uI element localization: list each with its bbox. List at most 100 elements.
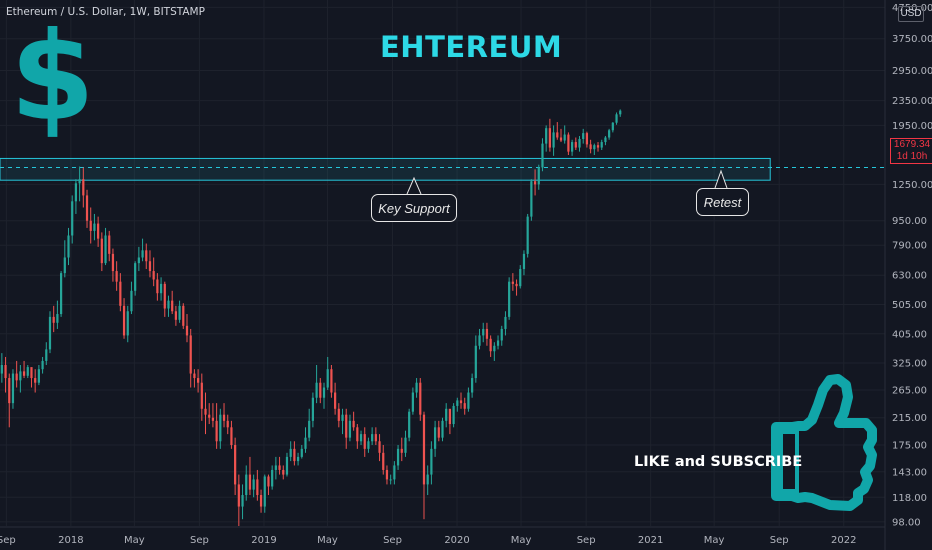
candle-body: [48, 316, 52, 350]
like-subscribe-text: LIKE and SUBSCRIBE: [634, 454, 803, 470]
candle-body: [126, 311, 129, 336]
candle-body: [378, 441, 381, 453]
candle-body: [15, 373, 18, 381]
candle-body: [393, 465, 396, 480]
candle-body: [89, 220, 92, 231]
candle-body: [171, 300, 174, 312]
chart-title-annotation: EHTEREUM: [380, 30, 563, 64]
y-tick-label: 1950.00: [892, 121, 932, 132]
chart-grid: [0, 0, 885, 526]
candle-body: [604, 137, 607, 143]
y-tick-label: 950.00: [892, 216, 927, 227]
candle-body: [508, 281, 511, 317]
x-tick-label: May: [317, 535, 338, 546]
candle-body: [4, 365, 7, 379]
candle-body: [363, 434, 366, 449]
candle-body: [278, 465, 281, 470]
candle-body: [563, 134, 566, 141]
x-tick-label: Sep: [0, 535, 16, 546]
candle-body: [574, 142, 577, 148]
candle-body: [308, 420, 311, 438]
currency-button[interactable]: USD: [898, 6, 924, 22]
candle-body: [137, 257, 140, 264]
candle-body: [456, 400, 459, 406]
candle-body: [330, 369, 333, 393]
x-tick-label: Sep: [770, 535, 789, 546]
candle-body: [593, 145, 596, 150]
candle-body: [582, 133, 585, 140]
candle-body: [22, 371, 26, 376]
candle-body: [478, 335, 481, 346]
candle-body: [589, 144, 592, 150]
candle-body: [352, 420, 355, 428]
candle-body: [493, 345, 496, 352]
x-tick-label: 2020: [444, 535, 469, 546]
candle-body: [615, 114, 618, 123]
candle-body: [63, 257, 66, 274]
x-tick-label: 2019: [251, 535, 276, 546]
candle-body: [367, 441, 370, 449]
candle-body: [619, 110, 622, 115]
candle-body: [182, 305, 185, 326]
candle-body: [608, 130, 611, 138]
x-tick-label: 2018: [58, 535, 83, 546]
candle-body: [148, 261, 152, 272]
candle-body: [600, 142, 603, 148]
candle-body: [230, 427, 233, 446]
candle-body: [552, 132, 555, 148]
candle-body: [11, 373, 15, 404]
candle-body: [570, 142, 574, 152]
candle-body: [326, 369, 329, 388]
candle-body: [515, 283, 518, 287]
candle-body: [159, 283, 163, 294]
candle-body: [359, 434, 363, 442]
candle-body: [374, 434, 377, 442]
y-tick-label: 3750.00: [892, 34, 932, 45]
candle-body: [256, 479, 259, 496]
x-tick-label: Sep: [383, 535, 402, 546]
candle-body: [85, 195, 89, 221]
candle-body: [122, 305, 126, 336]
candle-body: [567, 134, 570, 152]
candle-body: [274, 465, 277, 470]
candle-body: [437, 427, 440, 438]
y-tick-label: 405.00: [892, 329, 927, 340]
candle-body: [400, 448, 403, 453]
candle-body: [111, 253, 115, 272]
candle-body: [389, 479, 392, 481]
x-tick-label: May: [511, 535, 532, 546]
candle-body: [282, 469, 285, 475]
candle-body: [485, 328, 489, 339]
y-tick-label: 4750.00: [892, 3, 932, 14]
candle-body: [93, 223, 96, 231]
candle-body: [208, 414, 211, 418]
candle-body: [426, 474, 429, 485]
candle-body: [411, 392, 414, 412]
candle-body: [585, 133, 589, 145]
candle-body: [404, 437, 407, 453]
candle-body: [430, 448, 433, 475]
candle-body: [226, 420, 229, 428]
y-tick-label: 2950.00: [892, 66, 932, 77]
candle-body: [204, 408, 207, 415]
candle-body: [548, 128, 551, 148]
candle-body: [519, 269, 522, 287]
x-tick-label: 2022: [831, 535, 856, 546]
candle-body: [52, 316, 55, 323]
candle-body: [252, 479, 255, 490]
candle-body: [396, 448, 400, 466]
candle-body: [526, 216, 529, 254]
candle-body: [385, 469, 389, 480]
symbol-header: Ethereum / U.S. Dollar, 1W, BITSTAMP: [6, 6, 205, 18]
y-tick-label: 325.00: [892, 358, 927, 369]
dollar-sign-icon: $: [10, 6, 95, 148]
candle-body: [415, 382, 418, 393]
candle-body: [541, 143, 544, 168]
candle-body: [189, 335, 192, 374]
candle-body: [178, 305, 181, 320]
candle-body: [267, 476, 270, 487]
candle-body: [304, 437, 307, 449]
y-tick-label: 2350.00: [892, 96, 932, 107]
candle-body: [522, 253, 526, 270]
